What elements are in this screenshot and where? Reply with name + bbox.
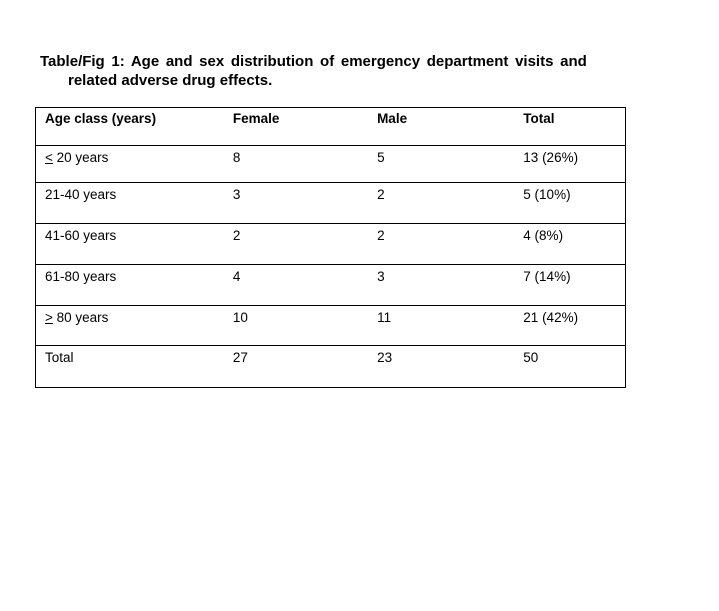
- column-header-female: Female: [232, 107, 378, 146]
- column-header-male: Male: [377, 107, 524, 146]
- male-count-cell: 11: [377, 305, 524, 346]
- data-table: Age class (years) Female Male Total < 20…: [35, 107, 626, 388]
- table-row-ge-80-years: > 80 years 10 11 21 (42%): [35, 305, 626, 346]
- page-title: Table/Fig 1: Age and sex distribution of…: [40, 52, 620, 90]
- title-line-1: Table/Fig 1: Age and sex distribution of…: [40, 53, 587, 70]
- male-count-cell: 23: [377, 345, 524, 388]
- table-row-total: Total 27 23 50: [35, 345, 626, 388]
- column-header-total: Total: [523, 107, 626, 146]
- age-class-cell: < 20 years: [35, 145, 233, 183]
- age-class-cell: 21-40 years: [35, 182, 233, 224]
- age-class-cell: > 80 years: [35, 305, 233, 346]
- total-count-cell: 5 (10%): [523, 182, 626, 224]
- age-class-label: Total: [45, 350, 74, 365]
- total-count-cell: 50: [523, 345, 626, 388]
- less-equal-symbol: <: [45, 150, 53, 165]
- age-class-label: 21-40 years: [45, 187, 117, 202]
- total-count-cell: 13 (26%): [523, 145, 626, 183]
- male-count-cell: 2: [377, 182, 524, 224]
- total-count-cell: 4 (8%): [523, 223, 626, 265]
- female-count-cell: 10: [232, 305, 378, 346]
- table-row-le-20-years: < 20 years 8 5 13 (26%): [35, 145, 626, 183]
- age-class-cell: 61-80 years: [35, 264, 233, 306]
- male-count-cell: 2: [377, 223, 524, 265]
- age-class-label: 61-80 years: [45, 269, 117, 284]
- table-row-21-40-years: 21-40 years 3 2 5 (10%): [35, 182, 626, 224]
- age-class-label: 41-60 years: [45, 228, 117, 243]
- female-count-cell: 3: [232, 182, 378, 224]
- male-count-cell: 3: [377, 264, 524, 306]
- column-header-age-class: Age class (years): [35, 107, 233, 146]
- female-count-cell: 8: [232, 145, 378, 183]
- female-count-cell: 4: [232, 264, 378, 306]
- age-class-label: 80 years: [52, 310, 109, 325]
- age-class-label: 20 years: [52, 150, 109, 165]
- total-count-cell: 21 (42%): [523, 305, 626, 346]
- table-header-row: Age class (years) Female Male Total: [35, 107, 626, 146]
- table-row-41-60-years: 41-60 years 2 2 4 (8%): [35, 223, 626, 265]
- total-count-cell: 7 (14%): [523, 264, 626, 306]
- greater-equal-symbol: >: [45, 310, 53, 325]
- table-row-61-80-years: 61-80 years 4 3 7 (14%): [35, 264, 626, 306]
- female-count-cell: 2: [232, 223, 378, 265]
- male-count-cell: 5: [377, 145, 524, 183]
- title-line-2: related adverse drug effects.: [68, 72, 273, 89]
- age-class-cell: Total: [35, 345, 233, 388]
- age-class-cell: 41-60 years: [35, 223, 233, 265]
- female-count-cell: 27: [232, 345, 378, 388]
